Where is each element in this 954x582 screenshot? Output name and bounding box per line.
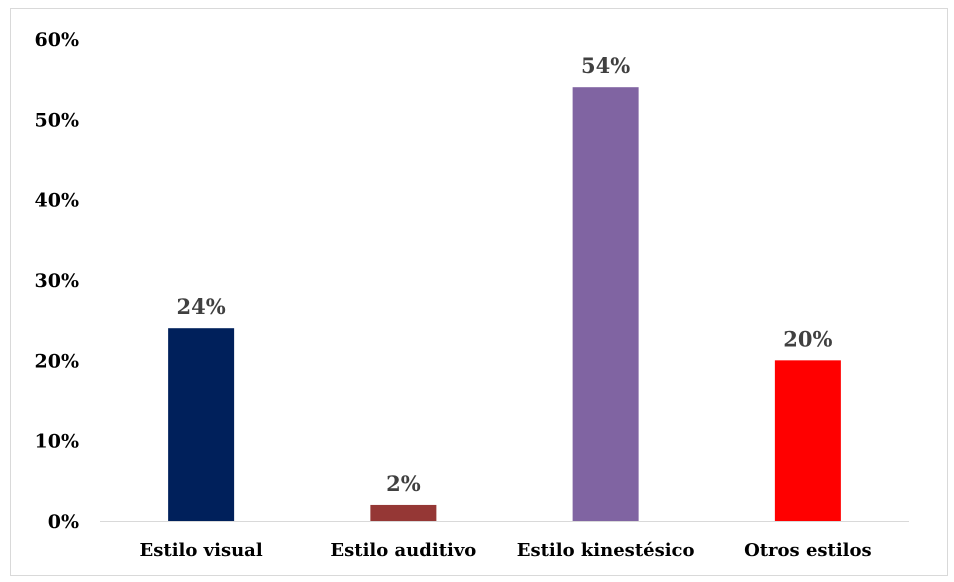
category-label: Estilo auditivo xyxy=(330,540,476,561)
y-tick-label: 40% xyxy=(35,190,80,212)
bar xyxy=(168,328,235,521)
category-label: Estilo visual xyxy=(140,540,263,561)
y-axis-labels: 0% 10% 20% 30% 40% 50% 60% xyxy=(35,29,80,533)
bar xyxy=(370,504,437,521)
y-tick-label: 20% xyxy=(35,350,80,372)
category-label: Otros estilos xyxy=(744,540,872,561)
bar xyxy=(774,360,841,521)
data-label: 54% xyxy=(581,53,630,78)
data-labels: 24% 2% 54% 20% xyxy=(177,53,833,496)
data-label: 24% xyxy=(177,294,226,319)
y-tick-label: 30% xyxy=(35,270,80,292)
data-label: 20% xyxy=(783,326,832,351)
data-label: 2% xyxy=(386,471,421,496)
y-tick-label: 50% xyxy=(35,109,80,131)
category-labels: Estilo visual Estilo auditivo Estilo kines… xyxy=(140,540,872,561)
y-tick-label: 10% xyxy=(35,431,80,453)
bar-chart: 0% 10% 20% 30% 40% 50% 60% 24% 2% 54% 20% Estilo … xyxy=(35,29,909,561)
bars xyxy=(168,87,841,521)
y-tick-label: 0% xyxy=(48,511,79,533)
category-label: Estilo kinestésico xyxy=(517,540,695,561)
chart-frame: 0% 10% 20% 30% 40% 50% 60% 24% 2% 54% 20% Estilo … xyxy=(10,8,948,576)
y-tick-label: 60% xyxy=(35,29,80,51)
bar xyxy=(572,87,639,521)
